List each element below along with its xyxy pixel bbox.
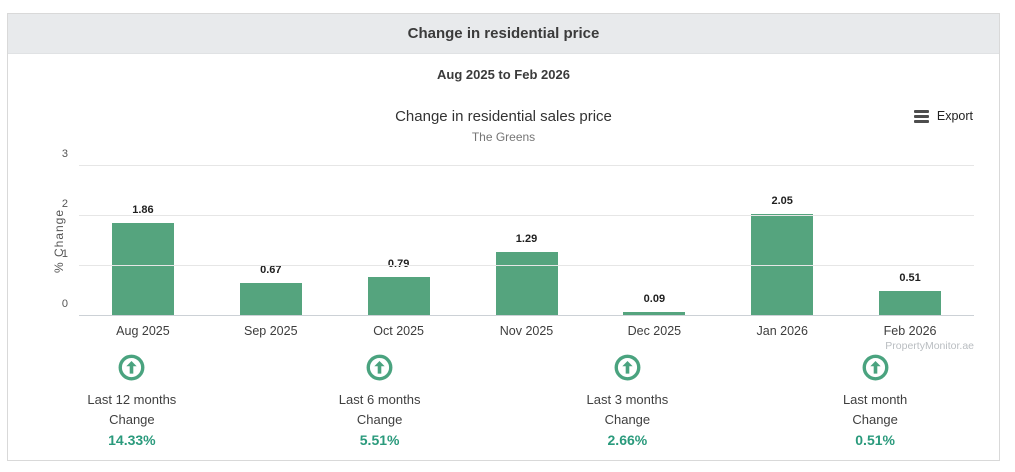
bar-sep-2025[interactable]	[239, 282, 302, 316]
bar-value-label: 1.86	[132, 204, 154, 216]
bar-slot: 0.67	[207, 166, 335, 316]
bar-oct-2025[interactable]	[367, 276, 430, 316]
bars-container: 1.86 0.67 0.79 1.29 0.09 2.05 0.51	[79, 166, 974, 316]
bar-value-label: 1.29	[515, 232, 538, 245]
stat-change-label: Change	[604, 412, 651, 427]
x-axis-label: Nov 2025	[499, 324, 554, 338]
stat-last-12-months: Last 12 months Change 14.33%	[8, 354, 256, 448]
bar-jan-2026[interactable]	[751, 213, 814, 316]
x-axis-label: Jan 2026	[756, 324, 808, 338]
arrow-up-circle-icon	[366, 354, 393, 381]
x-axis-label: Dec 2025	[627, 324, 682, 338]
export-button-label: Export	[936, 109, 973, 123]
gridline	[79, 315, 974, 316]
stat-last-month: Last month Change 0.51%	[751, 354, 999, 448]
watermark: PropertyMonitor.ae	[885, 340, 974, 352]
date-range-subtitle: Aug 2025 to Feb 2026	[437, 67, 570, 82]
stat-change-label: Change	[356, 412, 403, 427]
hamburger-menu-icon	[913, 109, 929, 123]
export-button[interactable]: Export	[913, 109, 973, 123]
bar-value-label: 0.09	[643, 292, 666, 305]
y-axis-tick-label: 1	[61, 248, 68, 260]
bar-feb-2026[interactable]	[879, 290, 942, 316]
chart-subtitle: The Greens	[471, 130, 536, 144]
bar-value-label: 2.05	[771, 194, 793, 207]
stat-last-6-months: Last 6 months Change 5.51%	[256, 354, 504, 448]
summary-stats-row: Last 12 months Change 14.33% Last 6 mont…	[8, 354, 999, 448]
stat-period-label: Last 6 months	[338, 392, 421, 407]
stat-change-label: Change	[852, 412, 898, 427]
x-axis-label: Aug 2025	[116, 324, 170, 338]
bar-slot: 1.29	[463, 166, 591, 316]
stat-last-3-months: Last 3 months Change 2.66%	[504, 354, 752, 448]
chart-title: Change in residential sales price	[395, 108, 612, 125]
stat-percent-value: 0.51%	[855, 432, 895, 448]
gridline	[79, 215, 974, 216]
x-axis-label: Oct 2025	[373, 324, 425, 338]
residential-price-card: Change in residential price Aug 2025 to …	[7, 13, 1000, 461]
arrow-up-circle-icon	[118, 354, 145, 381]
bar-slot: 0.09	[590, 166, 718, 316]
gridline	[79, 265, 974, 266]
arrow-up-circle-icon	[862, 354, 889, 381]
stat-period-label: Last 3 months	[586, 392, 669, 407]
bar-value-label: 0.51	[899, 271, 921, 284]
card-header: Change in residential price	[8, 14, 999, 54]
chart-area: Change in residential sales price The Gr…	[8, 108, 999, 352]
stat-change-label: Change	[109, 412, 155, 427]
y-axis-title: % Change	[52, 208, 67, 274]
bar-value-label: 0.79	[387, 257, 410, 270]
stat-period-label: Last month	[842, 392, 908, 407]
bar-aug-2025[interactable]	[111, 223, 174, 316]
bar-value-label: 0.67	[260, 263, 282, 276]
x-axis-label: Feb 2026	[883, 324, 937, 338]
y-axis-tick-label: 2	[61, 198, 68, 210]
bar-slot: 0.79	[335, 166, 463, 316]
y-axis-tick-label: 3	[61, 148, 68, 160]
bar-slot: 0.51	[846, 166, 974, 316]
y-axis-tick-label: 0	[61, 298, 68, 310]
x-axis-label: Sep 2025	[244, 324, 298, 338]
x-axis-labels: Aug 2025 Sep 2025 Oct 2025 Nov 2025 Dec 2025…	[79, 324, 974, 338]
bar-dec-2025[interactable]	[623, 311, 686, 316]
bar-slot: 2.05	[718, 166, 846, 316]
stat-period-label: Last 12 months	[87, 392, 177, 407]
stat-percent-value: 14.33%	[108, 432, 156, 448]
arrow-up-circle-icon	[614, 354, 641, 381]
bar-slot: 1.86	[79, 166, 207, 316]
page-title: Change in residential price	[407, 25, 600, 42]
gridline	[79, 165, 974, 166]
stat-percent-value: 5.51%	[359, 432, 400, 448]
bar-nov-2025[interactable]	[495, 251, 558, 316]
stat-percent-value: 2.66%	[607, 432, 648, 448]
